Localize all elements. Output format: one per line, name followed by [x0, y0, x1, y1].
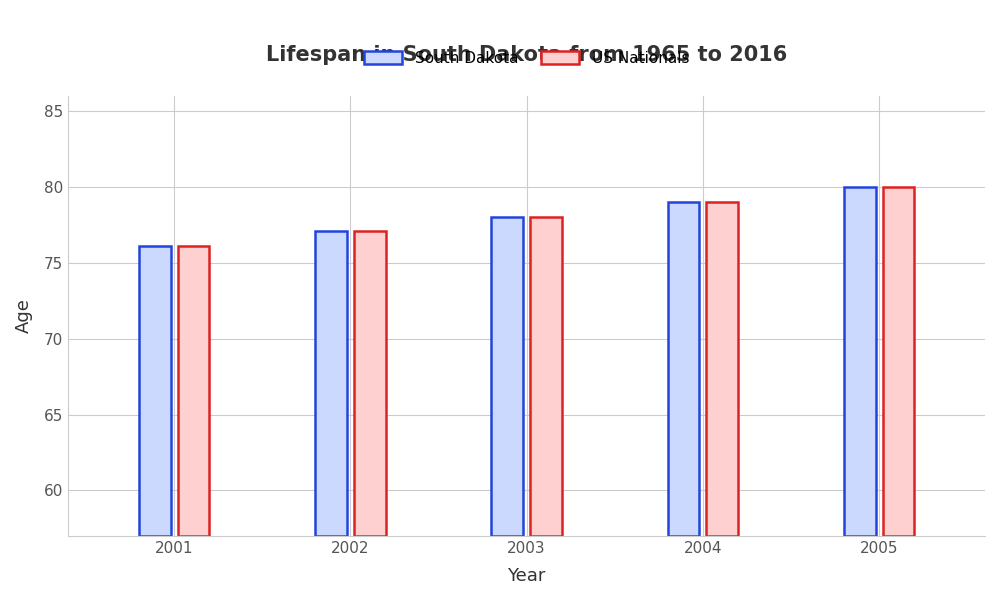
Y-axis label: Age: Age	[15, 298, 33, 334]
Bar	[706, 202, 738, 536]
Bar	[668, 202, 699, 536]
Bar	[491, 217, 523, 536]
Bar	[530, 217, 562, 536]
Bar	[315, 231, 347, 536]
Bar	[139, 246, 171, 536]
Legend: South Dakota, US Nationals: South Dakota, US Nationals	[364, 50, 689, 65]
X-axis label: Year: Year	[507, 567, 546, 585]
Bar	[883, 187, 914, 536]
Bar	[354, 231, 386, 536]
Bar	[844, 187, 876, 536]
Bar	[178, 246, 209, 536]
Title: Lifespan in South Dakota from 1965 to 2016: Lifespan in South Dakota from 1965 to 20…	[266, 45, 787, 65]
